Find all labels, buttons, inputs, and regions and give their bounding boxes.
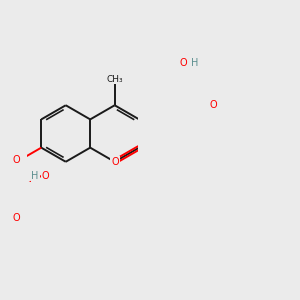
Text: O: O — [209, 100, 217, 110]
Text: O: O — [180, 58, 188, 68]
Text: O: O — [42, 171, 50, 181]
Text: O: O — [112, 157, 119, 167]
Text: O: O — [13, 155, 21, 165]
Text: O: O — [13, 213, 21, 223]
Text: O: O — [111, 159, 118, 169]
Text: H: H — [32, 171, 39, 181]
Text: CH₃: CH₃ — [106, 75, 123, 84]
Text: H: H — [191, 58, 199, 68]
